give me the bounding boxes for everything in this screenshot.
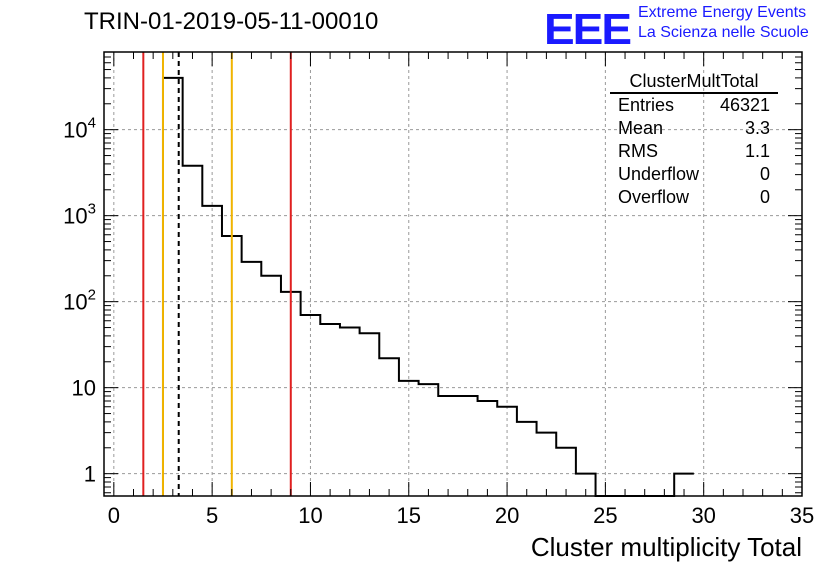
stats-box: ClusterMultTotal Entries 46321 Mean 3.3 RMS 1… [610,70,778,209]
histogram-bin [202,206,222,496]
histogram-bin [458,396,478,496]
x-tick-label: 0 [108,503,120,528]
stats-label: Overflow [618,187,690,207]
stats-row: Mean 3.3 [610,117,778,140]
histogram-bin [438,396,458,496]
x-tick-label: 10 [298,503,322,528]
y-tick-label: 103 [63,201,96,229]
histogram-bin [379,358,399,496]
y-tick-label: 104 [63,115,96,143]
histogram-bin [242,262,262,496]
x-tick-label: 30 [691,503,715,528]
x-tick-label: 5 [206,503,218,528]
stats-value: 0 [759,187,770,207]
stats-title: ClusterMultTotal [610,70,778,94]
histogram-bin [261,276,281,496]
y-tick-label: 10 [72,376,96,401]
y-tick-label: 1 [84,462,96,487]
stats-rows: Entries 46321 Mean 3.3 RMS 1.1 Underflow 0 Overf… [610,94,778,209]
stats-value: 3.3 [744,118,770,138]
stats-row: Underflow 0 [610,163,778,186]
chart-title: TRIN-01-2019-05-11-00010 [84,8,379,35]
histogram-bin [478,401,498,496]
stats-row: RMS 1.1 [610,140,778,163]
histogram-bin [320,324,340,496]
stats-value: 0 [759,164,770,184]
x-axis-label: Cluster multiplicity Total [530,532,802,562]
logo-line-1: Extreme Energy Events [638,4,807,21]
stats-label: Underflow [618,164,700,184]
x-tick-label: 20 [495,503,519,528]
histogram-bin [183,166,203,496]
stats-label: Mean [618,118,664,138]
stats-value: 1.1 [744,141,770,161]
stats-label: Entries [618,95,675,115]
eee-logo: EEE [544,4,632,54]
stats-label: RMS [618,141,658,161]
plot-frame [103,51,803,497]
histogram-bin [537,433,557,496]
stats-row: Overflow 0 [610,186,778,209]
histogram-bin [419,384,439,496]
logo-line-2: La Scienza nelle Scuole [638,24,809,41]
y-tick-label: 102 [63,287,96,315]
histogram-outline [161,76,694,497]
histogram-bin [360,333,380,496]
stats-row: Entries 46321 [610,94,778,117]
x-tick-label: 15 [397,503,421,528]
x-tick-label: 35 [790,503,814,528]
x-tick-label: 25 [593,503,617,528]
histogram-bin [556,448,576,496]
histogram-bin [517,422,537,496]
stats-value: 46321 [719,95,770,115]
histogram-bin [340,328,360,496]
